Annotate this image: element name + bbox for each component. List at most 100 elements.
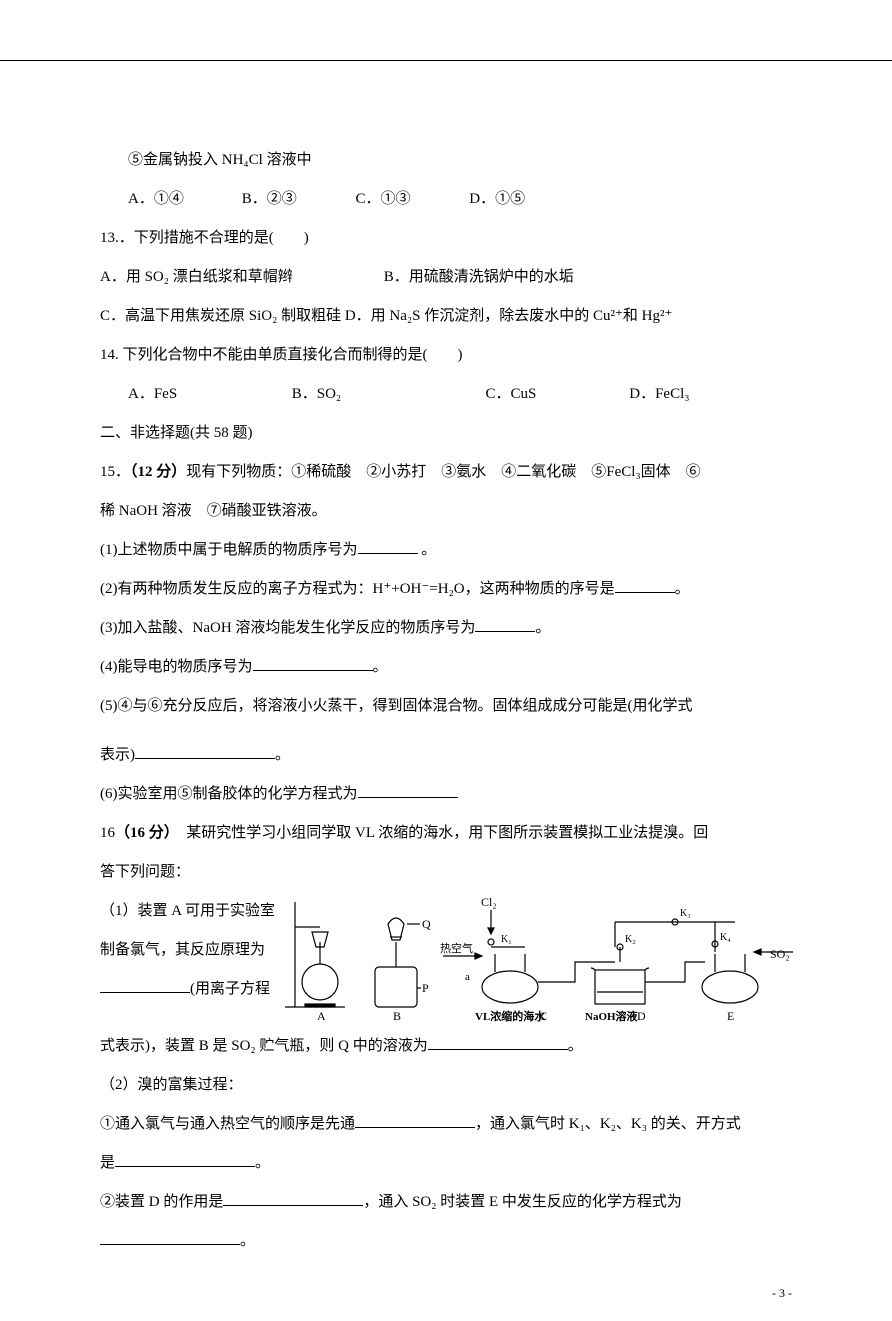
blank <box>358 539 418 554</box>
q16-points: （16 分） <box>115 825 171 841</box>
q16-p1-d: 式表示)，装置 B 是 SO₂ 贮气瓶，则 Q 中的溶液为 。 <box>100 1027 792 1066</box>
blank <box>100 1230 240 1245</box>
q14-opt-b: B．SO₂ <box>292 375 482 414</box>
q16-p2-2a: ②装置 D 的作用是 ，通入 SO₂ 时装置 E 中发生反应的化学方程式为 <box>100 1183 792 1222</box>
q12-opt-a: A．①④ <box>128 180 238 219</box>
q16-p2: （2）溴的富集过程： <box>100 1066 792 1105</box>
q15-p5-b: 表示) <box>100 747 135 763</box>
page-number: - 3 - <box>772 1286 792 1301</box>
q16-p2-1b: ，通入氯气时 K₁、K₂、K₃ 的关、开方式 <box>475 1116 741 1132</box>
q13-row-ab: A．用 SO₂ 漂白纸浆和草帽辫 B．用硫酸清洗锅炉中的水垢 <box>100 258 792 297</box>
q12-opt-d: D．①⑤ <box>469 180 579 219</box>
q16-p1-e: 。 <box>568 1038 583 1054</box>
q12-options: A．①④ B．②③ C．①③ D．①⑤ <box>100 180 792 219</box>
q15-p4-a: (4)能导电的物质序号为 <box>100 659 253 675</box>
q13-opt-a: A．用 SO₂ 漂白纸浆和草帽辫 <box>100 258 380 297</box>
q16-p2-2c-t: 。 <box>240 1233 255 1249</box>
label-seawater: VL浓缩的海水 <box>475 1009 546 1022</box>
label-C: C <box>539 1009 547 1022</box>
q16-p1-b: 制备氯气，其反应原理为 <box>100 931 275 970</box>
q15-points: （12 分） <box>130 464 186 480</box>
q14-opt-c: C．CuS <box>486 375 626 414</box>
q15-p3-a: (3)加入盐酸、NaOH 溶液均能发生化学反应的物质序号为 <box>100 620 475 636</box>
q14-opt-a: A．FeS <box>128 375 288 414</box>
q15-p6-a: (6)实验室用⑤制备胶体的化学方程式为 <box>100 786 358 802</box>
apparatus-diagram: Q P Cl₂ 热空气 K₁ a <box>275 892 795 1027</box>
q12-opt-c: C．①③ <box>356 180 466 219</box>
q16-p1-d-t: 式表示)，装置 B 是 SO₂ 贮气瓶，则 Q 中的溶液为 <box>100 1038 428 1054</box>
q15-p6: (6)实验室用⑤制备胶体的化学方程式为 <box>100 775 792 814</box>
q12-opt-b: B．②③ <box>242 180 352 219</box>
q15-p2-a: (2)有两种物质发生反应的离子方程式为：H⁺+OH⁻=H₂O，这两种物质的序号是 <box>100 581 615 597</box>
blank <box>100 978 190 993</box>
q15-p4-b: 。 <box>373 659 388 675</box>
q16-p2-2b: ，通入 SO₂ 时装置 E 中发生反应的化学方程式为 <box>363 1194 682 1210</box>
label-p: P <box>422 981 429 995</box>
blank <box>253 656 373 671</box>
q16-p2-2c: 。 <box>100 1222 792 1261</box>
exam-page: ⑤金属钠投入 NH₄Cl 溶液中 A．①④ B．②③ C．①③ D．①⑤ 13.… <box>0 60 892 1321</box>
q13-opt-c: C．高温下用焦炭还原 SiO₂ 制取粗硅 <box>100 308 341 324</box>
q16-p1-c-t: (用离子方程 <box>190 981 270 997</box>
q14-opt-d: D．FeCl₃ <box>629 375 689 414</box>
q16-p1-c: (用离子方程 <box>100 970 275 1009</box>
q15-stem-a: 现有下列物质：①稀硫酸 ②小苏打 ③氨水 ④二氧化碳 ⑤FeCl₃固体 ⑥ <box>186 464 700 480</box>
q16-p2-1d: 。 <box>255 1155 270 1171</box>
q12-line5: ⑤金属钠投入 NH₄Cl 溶液中 <box>100 141 792 180</box>
q16-stem-a: 某研究性学习小组同学取 VL 浓缩的海水，用下图所示装置模拟工业法提溴。回 <box>171 825 708 841</box>
blank <box>428 1035 568 1050</box>
blank <box>223 1191 363 1206</box>
q15-p5b: 表示) 。 <box>100 736 792 775</box>
q15-p3: (3)加入盐酸、NaOH 溶液均能发生化学反应的物质序号为 。 <box>100 609 792 648</box>
label-E: E <box>727 1009 734 1022</box>
q13-stem: 13.．下列措施不合理的是( ) <box>100 219 792 258</box>
q16-p2-1a-t: ①通入氯气与通入热空气的顺序是先通 <box>100 1116 355 1132</box>
q13-opt-b: B．用硫酸清洗锅炉中的水垢 <box>384 269 574 285</box>
q15-p4: (4)能导电的物质序号为 。 <box>100 648 792 687</box>
q16-p2-1a: ①通入氯气与通入热空气的顺序是先通 ，通入氯气时 K₁、K₂、K₃ 的关、开方式 <box>100 1105 792 1144</box>
q15-p1: (1)上述物质中属于电解质的物质序号为 。 <box>100 531 792 570</box>
section2-heading: 二、非选择题(共 58 题) <box>100 414 792 453</box>
blank <box>475 617 535 632</box>
label-D: D <box>637 1009 646 1022</box>
blank <box>135 744 275 759</box>
q15-p2-b: 。 <box>675 581 690 597</box>
q16-stem-b: 答下列问题： <box>100 853 792 892</box>
q15-p5a: (5)④与⑥充分反应后，将溶液小火蒸干，得到固体混合物。固体组成成分可能是(用化… <box>100 687 792 726</box>
q16-p1-a: （1）装置 A 可用于实验室 <box>100 892 275 931</box>
q15-num: 15． <box>100 464 130 480</box>
q16-head: 16（16 分） 某研究性学习小组同学取 VL 浓缩的海水，用下图所示装置模拟工… <box>100 814 792 853</box>
label-B: B <box>393 1009 401 1022</box>
q13-opt-d: D．用 Na₂S 作沉淀剂，除去废水中的 Cu²⁺和 Hg²⁺ <box>345 308 673 324</box>
label-so2: SO₂ <box>770 947 790 961</box>
label-cl2: Cl₂ <box>481 895 497 909</box>
q15-head: 15．（12 分）现有下列物质：①稀硫酸 ②小苏打 ③氨水 ④二氧化碳 ⑤FeC… <box>100 453 792 492</box>
label-a: a <box>465 971 470 983</box>
q13-row-cd: C．高温下用焦炭还原 SiO₂ 制取粗硅 D．用 Na₂S 作沉淀剂，除去废水中… <box>100 297 792 336</box>
q16-diagram-row: （1）装置 A 可用于实验室 制备氯气，其反应原理为 (用离子方程 <box>100 892 792 1027</box>
label-A: A <box>317 1009 326 1022</box>
blank <box>115 1152 255 1167</box>
blank <box>355 1113 475 1128</box>
q15-p3-b: 。 <box>535 620 550 636</box>
q14-stem: 14. 下列化合物中不能由单质直接化合而制得的是( ) <box>100 336 792 375</box>
q14-options: A．FeS B．SO₂ C．CuS D．FeCl₃ <box>100 375 792 414</box>
blank <box>358 783 458 798</box>
q15-p2: (2)有两种物质发生反应的离子方程式为：H⁺+OH⁻=H₂O，这两种物质的序号是… <box>100 570 792 609</box>
blank <box>615 578 675 593</box>
label-q: Q <box>422 917 431 931</box>
q16-p2-1c: 是。 <box>100 1144 792 1183</box>
label-k4: K₄ <box>720 932 731 943</box>
label-naoh: NaOH溶液 <box>585 1009 639 1022</box>
q15-p5-c: 。 <box>275 747 290 763</box>
q16-p1-text: （1）装置 A 可用于实验室 制备氯气，其反应原理为 (用离子方程 <box>100 892 275 1009</box>
label-k2: K₂ <box>625 934 636 945</box>
label-k3: K₃ <box>680 908 691 919</box>
q15-p1-a: (1)上述物质中属于电解质的物质序号为 <box>100 542 358 558</box>
q16-p2-2a-t: ②装置 D 的作用是 <box>100 1194 223 1210</box>
q15-p1-b: 。 <box>418 542 437 558</box>
label-hotair: 热空气 <box>440 941 473 955</box>
q16-p2-1c-t: 是 <box>100 1155 115 1171</box>
q15-stem-b: 稀 NaOH 溶液 ⑦硝酸亚铁溶液。 <box>100 492 792 531</box>
q16-num: 16 <box>100 825 115 841</box>
